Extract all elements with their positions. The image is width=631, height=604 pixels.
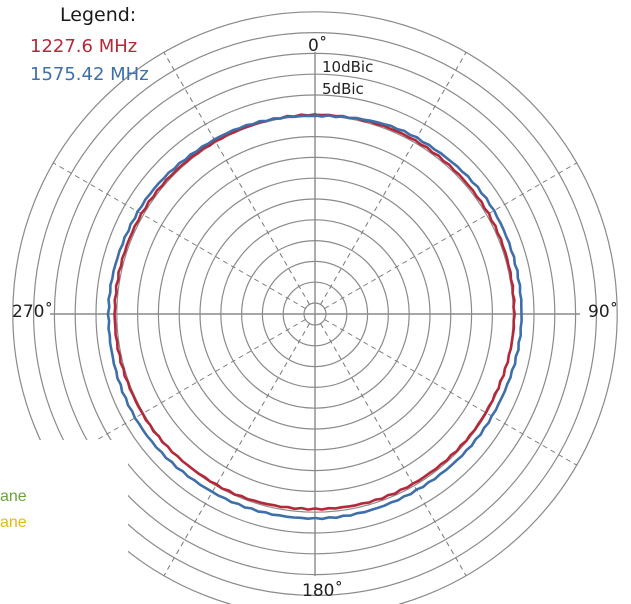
angle-label-270: 270˚ <box>12 302 53 322</box>
series-line-12276 <box>113 112 517 511</box>
grid-spoke <box>53 162 306 309</box>
legend-item-1575: 1575.42 MHz <box>30 64 149 85</box>
angle-label-180: 180˚ <box>302 581 343 601</box>
legend-item-1227: 1227.6 MHz <box>30 36 138 57</box>
grid-spoke <box>53 319 306 466</box>
angle-label-0: 0˚ <box>308 36 328 56</box>
grid-spokes <box>53 52 577 576</box>
plane-label-green: ane <box>0 488 27 505</box>
legend-title: Legend: <box>60 4 137 26</box>
grid-ring <box>12 11 618 604</box>
series-line-157542 <box>106 113 523 521</box>
series-layer <box>106 112 523 521</box>
grid-spoke <box>324 162 577 309</box>
grid-ring <box>33 32 597 596</box>
clip-mask <box>0 440 128 604</box>
ring-label-5dbic: 5dBic <box>322 80 364 98</box>
grid-spoke <box>320 52 467 305</box>
grid-spoke <box>163 52 310 305</box>
plane-label-yellow: ane <box>0 514 27 531</box>
grid-spoke <box>320 323 467 576</box>
ring-label-10dbic: 10dBic <box>322 58 374 76</box>
angle-label-90: 90˚ <box>588 302 619 322</box>
grid-spoke <box>163 323 310 576</box>
grid-spoke <box>324 319 577 466</box>
